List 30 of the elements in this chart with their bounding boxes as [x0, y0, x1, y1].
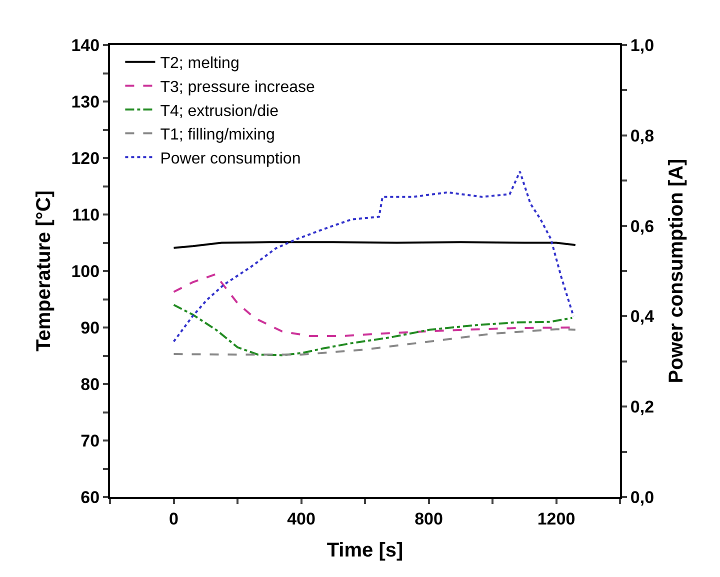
x-axis-title: Time [s] [326, 539, 404, 562]
y2-axis-title: Power consumption [A] [666, 158, 688, 384]
y-axis-title: Temperature [°C] [33, 190, 56, 352]
x-tick-label: 1200 [537, 509, 576, 528]
y2-tick-label: 0,2 [630, 398, 654, 417]
line-series [172, 304, 574, 356]
x-tick-label: 400 [287, 509, 316, 528]
legend-label: T4; extrusion/die [160, 102, 279, 120]
y-tick-label: 120 [71, 148, 100, 168]
y2-tick-label: 0,8 [630, 126, 654, 146]
legend-label: T3; pressure increase [160, 78, 316, 96]
y-tick-label: 100 [71, 262, 100, 281]
y-tick-label: 110 [72, 205, 100, 224]
y-tick-label: 140 [71, 36, 100, 55]
y-tick-label: 60 [80, 488, 100, 507]
x-tick-label: 800 [414, 509, 443, 528]
legend-label: Power consumption [160, 150, 301, 168]
legend-label: T2; melting [160, 55, 240, 72]
y2-tick-label: 0,6 [630, 216, 654, 236]
y2-tick-label: 0,0 [630, 488, 654, 507]
x-tick-label: 0 [169, 509, 178, 528]
y-tick-label: 90 [80, 318, 100, 338]
line-series [172, 328, 576, 356]
y-tick-label: 80 [80, 374, 100, 394]
line-series [172, 170, 574, 343]
y2-tick-label: 0,4 [630, 307, 655, 326]
legend-label: T1; filling/mixing [160, 126, 275, 144]
y2-tick-label: 1,0 [630, 36, 654, 55]
y-tick-label: 70 [80, 431, 100, 450]
y-tick-label: 130 [71, 92, 100, 112]
